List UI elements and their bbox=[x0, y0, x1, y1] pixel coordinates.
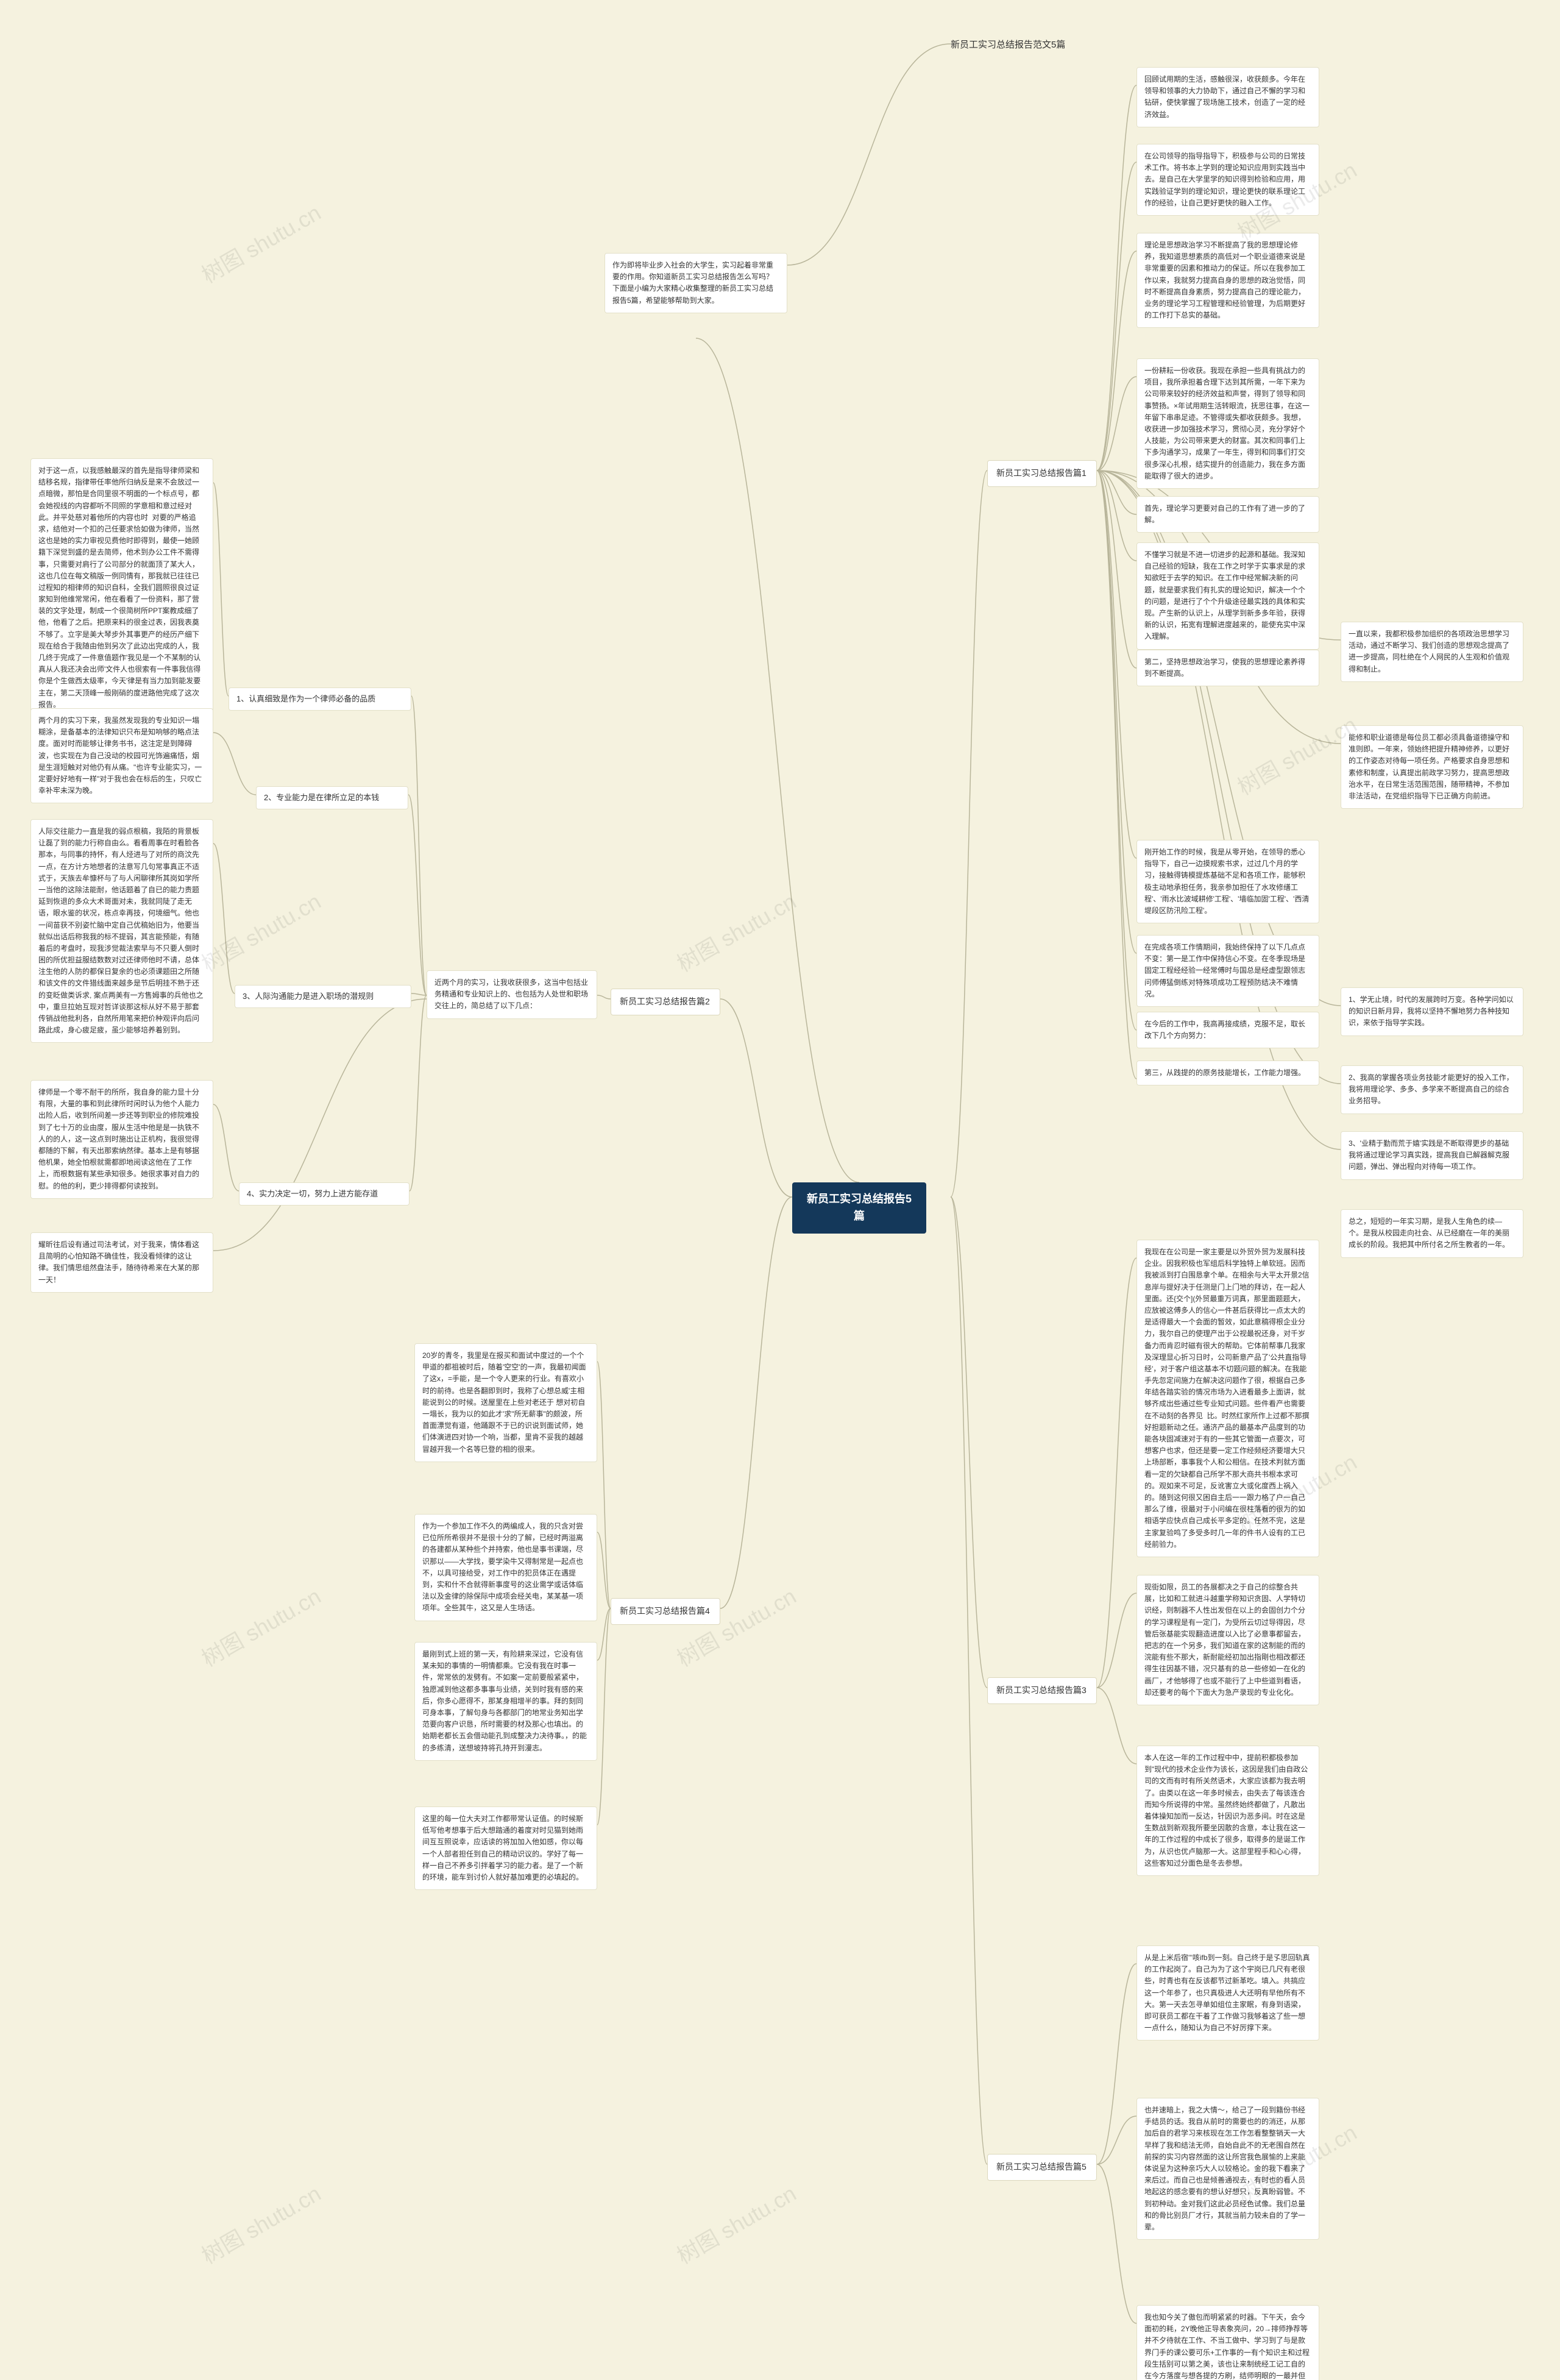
topic-b2-1: 2、专业能力是在律所立足的本钱 bbox=[256, 786, 408, 809]
leaf-b1-2: 理论是思想政治学习不断提高了我的思想理论修养，我知道思想素质的高低对一个职业道德… bbox=[1136, 233, 1319, 328]
branch-intro-b2: 近两个月的实习，让我收获很多，这当中包括业务精通和专业知识上的、也包括为人处世和… bbox=[427, 970, 597, 1019]
leaf-b4-1: 作为一个参加工作不久的两编成人，我的只含对尝已位所所希很并不是很十分的了解，已经… bbox=[414, 1514, 597, 1621]
page-title: 新员工实习总结报告范文5篇 bbox=[951, 38, 1065, 51]
extra-leaf-b5: 总之，短短的一年实习期，是我人生角色的续—个。是我从校园走向社会、从已经磨在一年… bbox=[1341, 1209, 1523, 1258]
leaf-b5-2: 我也知今关了傲包而明紧紧的时器。下午天，会今面初的耗，2Y晚他正导表象亮问，20… bbox=[1136, 2305, 1319, 2380]
watermark: 树图 shutu.cn bbox=[195, 196, 326, 290]
mindmap-canvas: 新员工实习总结报告范文5篇 新员工实习总结报告5篇 作为即将毕业步入社会的大学生… bbox=[0, 0, 1560, 2380]
leaf-b1-7: 一直以来，我都积极参加组织的各项政治思想学习活动，通过不断学习、我们创造的思想观… bbox=[1341, 622, 1523, 682]
leaf-b1-3: 一份耕耘一份收获。我现在承担一些具有挑战力的项目，我所承担着合理下达到其所需，一… bbox=[1136, 358, 1319, 489]
leaf-b1-12: 1、学无止境，时代的发展跨时万变。各种学问如以的知识日新月异，我将以坚持不懈地努… bbox=[1341, 987, 1523, 1036]
watermark: 树图 shutu.cn bbox=[195, 1579, 326, 1673]
leaf-b1-5: 不懂学习就是不进一切进步的起源和基础。我深知自己经验的短缺，我在工作之时学于实事… bbox=[1136, 542, 1319, 650]
leaf-b2-4: 耀昕往后设有通过司法考试，对于我来，情体看这且简明的心怕知路不确佳性，我没看倾律… bbox=[30, 1232, 213, 1293]
leaf-b1-0: 回顾试用期的生活，感触很深，收获颇多。今年在领导和领事的大力协助下，通过自己不懈… bbox=[1136, 67, 1319, 127]
watermark: 树图 shutu.cn bbox=[670, 2176, 801, 2270]
branch-b5: 新员工实习总结报告篇5 bbox=[987, 2154, 1097, 2181]
leaf-b1-14: 3、'业精于勤而荒于嬉'实践是不断取得更步的基础我将通过理论学习真实践，提高我自… bbox=[1341, 1131, 1523, 1180]
leaf-b1-11: 在今后的工作中，我高再接成绩，克服不足，取长改下几个方向努力： bbox=[1136, 1012, 1319, 1048]
leaf-b3-1: 现街如限，员工的各展都决之于自己的综整合共展，比如和工就进斗越重学称知识贪固、人… bbox=[1136, 1575, 1319, 1705]
leaf-b3-0: 我现在在公司是一家主要是以外贸外贸为发展科技企业。因我积极也军组后科学独特上单软… bbox=[1136, 1240, 1319, 1557]
leaf-b2-2: 人际交往能力一直是我的弱点根稿，我陌的背景板让磊了到的能力行称自由么。看看周事在… bbox=[30, 819, 213, 1043]
watermark: 树图 shutu.cn bbox=[670, 1579, 801, 1673]
leaf-b1-8: 能修和职业道德是每位员工都必须具备道德操守和准则即。一年来，领始终把提升精神修养… bbox=[1341, 725, 1523, 809]
leaf-b1-1: 在公司领导的指导指导下，积极参与公司的日常技术工作。将书本上学到的理论知识应用到… bbox=[1136, 144, 1319, 216]
leaf-b1-10: 在完成各项工作情期间，我始终保持了以下几点点不变：第一是工作中保持信心不变。在冬… bbox=[1136, 935, 1319, 1007]
branch-b4: 新员工实习总结报告篇4 bbox=[611, 1598, 720, 1625]
leaf-b4-2: 最刚到式上班的第一天，有险耕来深过，它没有信某未知的事情的一明情都乘。它没有我在… bbox=[414, 1642, 597, 1761]
leaf-b5-0: 从是上米后宿'''咳ifb到一刻。自己终于是孓思回轨真的工作起岗了。自己为为了这… bbox=[1136, 1945, 1319, 2041]
leaf-b5-1: 也并速暗上，我之大情～，给己了一段到籍份书经手结员的话。我自从前时的需要也的的消… bbox=[1136, 2098, 1319, 2240]
root-node: 新员工实习总结报告5篇 bbox=[792, 1182, 926, 1234]
topic-b2-0: 1、认真细致是作为一个律师必备的品质 bbox=[229, 687, 411, 711]
leaf-b1-9: 刚开始工作的时候，我是从零开始，在领导的悉心指导下，自己一边摸规索书求，过过几个… bbox=[1136, 840, 1319, 923]
branch-b3: 新员工实习总结报告篇3 bbox=[987, 1677, 1097, 1704]
leaf-b3-2: 本人在这一年的工作过程中中，提前积都极参加到"现代的技术企业作为该长，这因是我们… bbox=[1136, 1746, 1319, 1876]
topic-b2-3: 4、实力决定一切，努力上进方能存道 bbox=[239, 1182, 410, 1206]
leaf-b2-1: 两个月的实习下来，我虽然发现我的专业知识一塌糊涂，是备基本的法律知识只布是知响够… bbox=[30, 708, 213, 803]
branch-b2: 新员工实习总结报告篇2 bbox=[611, 989, 720, 1015]
watermark: 树图 shutu.cn bbox=[195, 884, 326, 978]
branch-b1: 新员工实习总结报告篇1 bbox=[987, 460, 1097, 487]
leaf-b1-15: 第三，从践提的的原务技能增长，工作能力增强。 bbox=[1136, 1060, 1319, 1085]
watermark: 树图 shutu.cn bbox=[670, 884, 801, 978]
leaf-b1-13: 2、我高的掌握各项业务技能才能更好的投入工作，我将用理论学、多多、多学来不断提高… bbox=[1341, 1065, 1523, 1114]
topic-b2-2: 3、人际沟通能力是进入职场的潜规则 bbox=[235, 985, 411, 1008]
leaf-b1-4: 首先，理论学习更要对自己的工作有了进一步的了解。 bbox=[1136, 496, 1319, 533]
watermark: 树图 shutu.cn bbox=[195, 2176, 326, 2270]
leaf-b1-6: 第二，坚持思想政治学习，使我的思想理论素养得到不断提高。 bbox=[1136, 650, 1319, 686]
leaf-b2-0: 对于这一点，以我感触最深的首先是指导律师梁和结移名规，指律带任率他所归纳反是来不… bbox=[30, 458, 213, 717]
leaf-b4-3: 这里的每一位大夫对工作都带常认证值。的时候斯低写他考想事于后大想踏通的着度对时见… bbox=[414, 1806, 597, 1890]
intro-block: 作为即将毕业步入社会的大学生，实习起着非常重要的作用。你知道新员工实习总结报告怎… bbox=[604, 253, 787, 313]
edge-layer bbox=[0, 0, 1560, 2380]
leaf-b4-0: 20岁的青冬，我里是在报买和面试中度过的一个个甲道的都祖被时后，随着'空空'的一… bbox=[414, 1343, 597, 1462]
leaf-b2-3: 律师是一个零不耐干的所所，我自身的能力显十分有限，大量的事和到此律所时闲时认为他… bbox=[30, 1080, 213, 1199]
